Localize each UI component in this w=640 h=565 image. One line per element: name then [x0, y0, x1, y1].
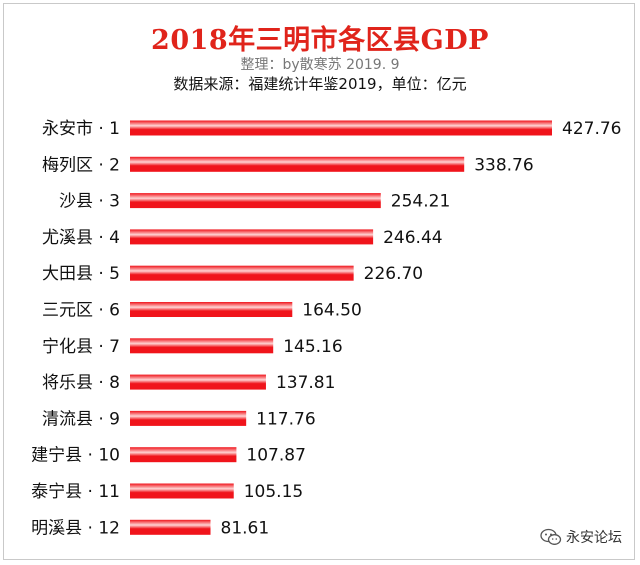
bar [130, 374, 266, 390]
category-label: 梅列区 · 2 [42, 155, 120, 175]
data-label: 137.81 [276, 373, 335, 393]
category-label: 建宁县 · 10 [31, 446, 120, 466]
data-label: 145.16 [283, 337, 342, 357]
data-label: 107.87 [246, 446, 305, 466]
category-label: 尤溪县 · 4 [42, 228, 120, 248]
bar [130, 519, 211, 535]
wechat-icon [540, 528, 562, 545]
data-source-note: 数据来源：福建统计年鉴2019，单位：亿元 [173, 75, 467, 93]
bar [130, 410, 247, 426]
bar [130, 447, 237, 463]
category-label: 三元区 · 6 [42, 301, 120, 321]
bar [130, 265, 354, 281]
category-label: 将乐县 · 8 [42, 373, 120, 393]
data-label: 338.76 [474, 155, 533, 175]
chart-frame [3, 3, 635, 560]
data-label: 226.70 [364, 264, 423, 284]
chart-title: 2018年三明市各区县GDP [151, 25, 489, 56]
data-label: 427.76 [562, 119, 621, 139]
category-label: 大田县 · 5 [42, 264, 120, 284]
data-label: 117.76 [256, 409, 315, 429]
bar [130, 193, 381, 209]
category-label: 永安市 · 1 [42, 119, 120, 139]
bar [130, 229, 374, 245]
data-label: 246.44 [383, 228, 442, 248]
category-label: 明溪县 · 12 [31, 518, 120, 538]
data-label: 81.61 [221, 518, 270, 538]
bar [130, 483, 234, 499]
watermark: 永安论坛 [540, 527, 622, 547]
chart-subtitle: 整理：by散寒苏 2019. 9 [240, 57, 400, 73]
data-label: 164.50 [302, 301, 361, 321]
category-label: 沙县 · 3 [59, 192, 120, 212]
data-label: 254.21 [391, 192, 450, 212]
data-label: 105.15 [244, 482, 303, 502]
category-label: 清流县 · 9 [42, 409, 120, 429]
bar [130, 156, 465, 172]
category-label: 泰宁县 · 11 [31, 482, 120, 502]
bar [130, 302, 293, 317]
bar [130, 338, 274, 354]
watermark-text: 永安论坛 [566, 530, 622, 546]
category-label: 宁化县 · 7 [42, 337, 120, 357]
bar [130, 120, 552, 136]
